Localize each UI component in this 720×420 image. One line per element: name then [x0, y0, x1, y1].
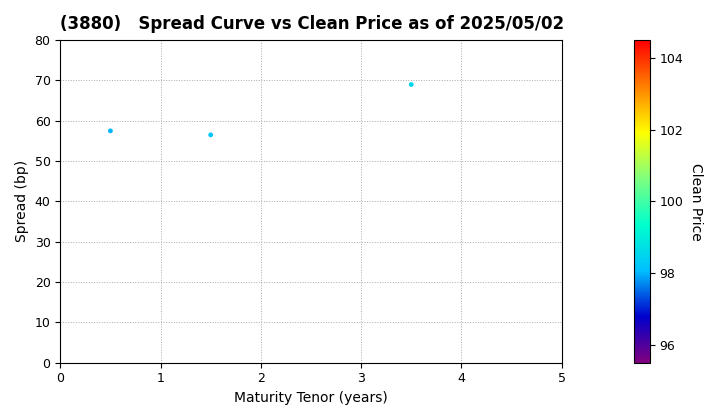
Y-axis label: Clean Price: Clean Price [689, 163, 703, 240]
Point [205, 131, 217, 138]
Point [104, 128, 116, 134]
Text: (3880)   Spread Curve vs Clean Price as of 2025/05/02: (3880) Spread Curve vs Clean Price as of… [60, 15, 564, 33]
X-axis label: Maturity Tenor (years): Maturity Tenor (years) [234, 391, 388, 405]
Point [405, 81, 417, 88]
Y-axis label: Spread (bp): Spread (bp) [15, 160, 29, 242]
